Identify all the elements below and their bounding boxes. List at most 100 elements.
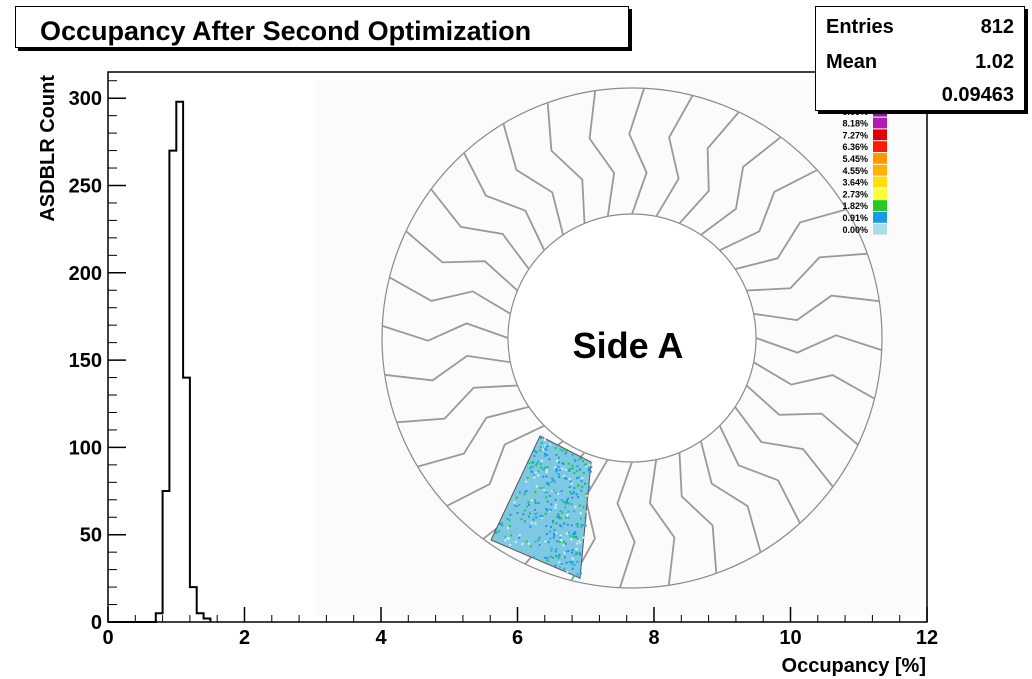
- stats-value: 812: [980, 16, 1014, 38]
- occupancy-cell: [539, 463, 542, 465]
- occupancy-cell: [547, 541, 550, 544]
- stats-label: Entries: [826, 16, 894, 38]
- occupancy-cell: [534, 471, 537, 474]
- occupancy-cell: [531, 461, 534, 464]
- occupancy-cell: [528, 542, 530, 545]
- occupancy-cell: [529, 525, 532, 528]
- legend-swatch: [873, 141, 887, 152]
- occupancy-cell: [560, 563, 563, 566]
- occupancy-cell: [580, 489, 583, 492]
- occupancy-cell: [530, 521, 533, 524]
- x-tick-label: 6: [512, 627, 523, 649]
- legend-swatch: [873, 153, 887, 164]
- occupancy-cell: [589, 470, 592, 473]
- occupancy-cell: [531, 465, 534, 468]
- occupancy-cell: [577, 484, 580, 487]
- occupancy-cell: [543, 489, 546, 492]
- occupancy-cell: [564, 556, 566, 559]
- occupancy-cell: [540, 466, 543, 469]
- occupancy-cell: [513, 504, 516, 507]
- occupancy-cell: [572, 492, 575, 494]
- legend-label: 0.91%: [842, 213, 868, 223]
- occupancy-cell: [556, 540, 559, 543]
- legend-swatch: [873, 117, 887, 129]
- occupancy-cell: [557, 465, 560, 468]
- occupancy-cell: [550, 526, 553, 528]
- occupancy-cell: [571, 549, 574, 551]
- chamber-boundary: [588, 90, 616, 217]
- stats-label: Mean: [826, 51, 878, 73]
- chamber-boundary: [382, 322, 509, 342]
- occupancy-cell: [560, 525, 563, 528]
- occupancy-cell: [568, 469, 571, 472]
- chamber-boundary: [719, 169, 818, 252]
- occupancy-cell: [546, 557, 549, 559]
- occupancy-cell: [576, 523, 579, 526]
- occupancy-cell: [573, 536, 576, 539]
- chamber-boundary: [753, 294, 880, 322]
- chamber-boundary: [648, 459, 676, 586]
- occupancy-cell: [568, 478, 571, 481]
- occupancy-cell: [546, 500, 549, 503]
- occupancy-cell: [578, 551, 581, 554]
- occupancy-cell: [501, 524, 504, 527]
- legend-swatch: [873, 176, 887, 188]
- histogram-bin: [169, 151, 176, 622]
- occupancy-cell: [575, 523, 578, 526]
- occupancy-cell: [534, 522, 537, 525]
- occupancy-cell: [545, 468, 548, 471]
- occupancy-cell: [543, 491, 546, 494]
- occupancy-cell: [538, 536, 541, 539]
- occupancy-cell: [545, 496, 548, 499]
- occupancy-cell: [535, 485, 538, 488]
- occupancy-cell: [578, 504, 581, 507]
- occupancy-cell: [527, 501, 530, 504]
- occupancy-cell: [575, 470, 578, 472]
- occupancy-cell: [533, 449, 536, 452]
- occupancy-cell: [585, 492, 588, 495]
- occupancy-cell: [509, 513, 512, 516]
- occupancy-cell: [583, 463, 586, 466]
- occupancy-cell: [528, 503, 530, 506]
- occupancy-cell: [553, 529, 556, 531]
- occupancy-cell: [569, 534, 571, 537]
- occupancy-cell: [562, 544, 565, 547]
- occupancy-cell: [578, 576, 581, 579]
- occupancy-cell: [554, 550, 557, 553]
- occupancy-cell: [552, 536, 555, 539]
- x-tick-label: 12: [916, 627, 938, 649]
- occupancy-cell: [534, 513, 536, 516]
- occupancy-cell: [535, 512, 538, 515]
- occupancy-cell: [571, 557, 574, 560]
- occupancy-cell: [565, 477, 568, 480]
- occupancy-cell: [577, 496, 579, 499]
- occupancy-cell: [565, 450, 568, 453]
- occupancy-cell: [576, 573, 579, 576]
- occupancy-cell: [537, 460, 540, 463]
- occupancy-cell: [555, 554, 557, 557]
- occupancy-cell: [590, 466, 593, 469]
- legend-label: 0.00%: [842, 225, 868, 235]
- occupancy-cell: [582, 536, 585, 539]
- occupancy-cell: [555, 522, 558, 525]
- occupancy-cell: [554, 480, 556, 483]
- occupancy-cell: [535, 464, 537, 467]
- occupancy-cell: [534, 499, 536, 502]
- occupancy-cell: [513, 501, 516, 504]
- occupancy-cell: [525, 540, 528, 543]
- occupancy-cell: [569, 491, 572, 493]
- occupancy-cell: [581, 477, 584, 480]
- occupancy-cell: [553, 532, 556, 535]
- y-tick-label: 150: [69, 350, 102, 372]
- occupancy-cell: [534, 540, 537, 543]
- occupancy-cell: [567, 502, 570, 505]
- occupancy-cell: [579, 553, 582, 556]
- occupancy-cell: [576, 477, 578, 480]
- occupancy-cell: [575, 535, 578, 538]
- occupancy-cell: [546, 559, 549, 562]
- occupancy-cell: [581, 485, 584, 488]
- side-a-detector-map: Side A10.00%9.09%8.18%7.27%6.36%5.45%4.5…: [316, 80, 920, 616]
- chamber-boundary: [753, 361, 875, 400]
- chamber-boundary: [718, 425, 801, 524]
- occupancy-cell: [556, 460, 559, 462]
